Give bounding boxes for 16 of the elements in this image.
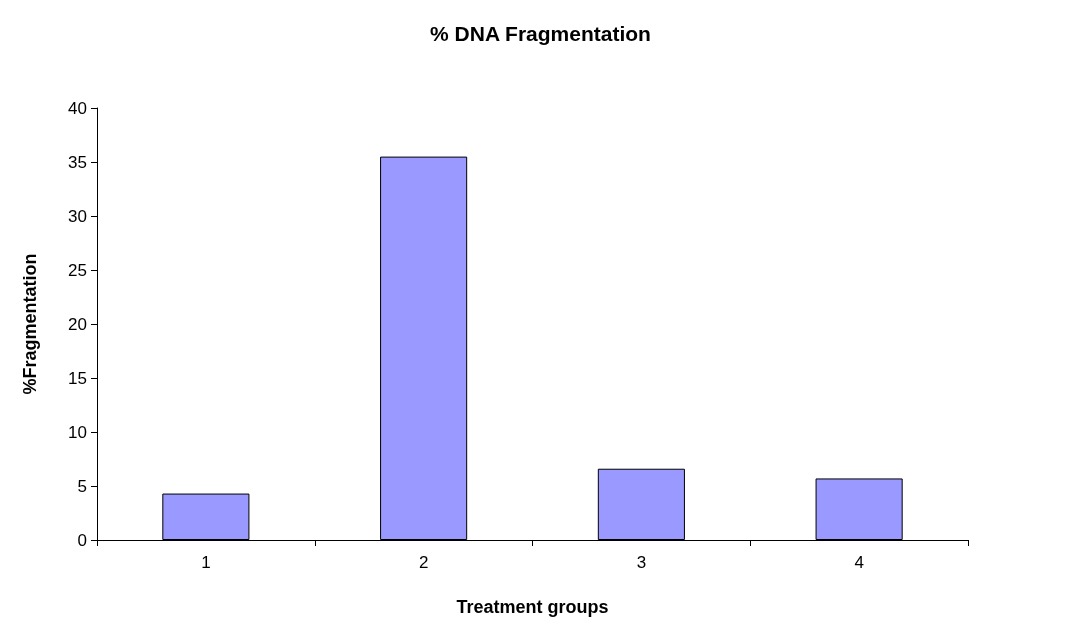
y-tick-label: 0 [77,530,87,550]
y-tick-label: 15 [68,368,87,388]
x-tick-label: 2 [418,553,429,572]
x-axis-title: Treatment groups [456,597,609,617]
x-tick-label: 1 [201,553,211,572]
y-tick-label: 35 [68,152,87,172]
y-tick-label: 40 [68,98,87,118]
x-tick-label: 4 [854,553,864,572]
y-tick-label: 20 [68,314,87,334]
y-tick-label: 25 [68,260,87,280]
chart-title: % DNA Fragmentation [430,22,651,45]
x-tick-label: 3 [636,553,647,572]
y-tick-label: 5 [77,476,87,496]
y-tick-label: 30 [68,206,87,226]
y-tick-label: 10 [68,422,87,442]
y-axis-title: %Fragmentation [20,253,40,395]
